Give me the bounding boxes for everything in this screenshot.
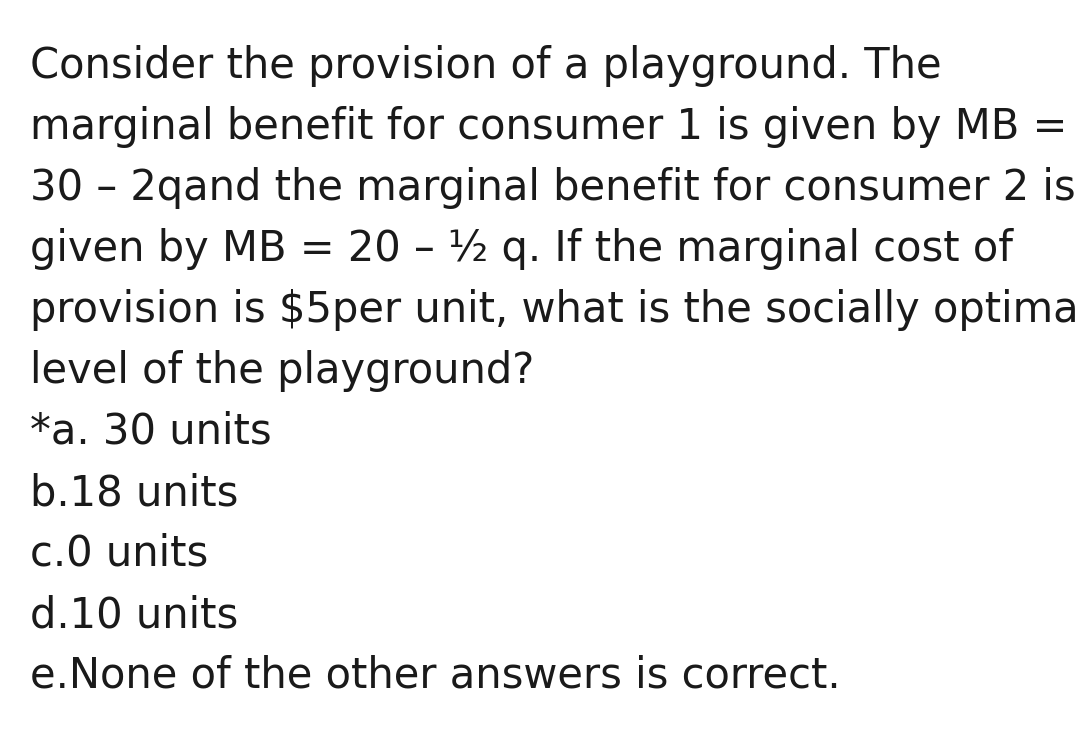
Text: *a. 30 units: *a. 30 units [30, 411, 272, 453]
Text: 30 – 2qand the marginal benefit for consumer 2 is: 30 – 2qand the marginal benefit for cons… [30, 167, 1076, 209]
Text: e.None of the other answers is correct.: e.None of the other answers is correct. [30, 655, 840, 697]
Text: b.18 units: b.18 units [30, 472, 239, 514]
Text: given by MB = 20 – ½ q. If the marginal cost of: given by MB = 20 – ½ q. If the marginal … [30, 228, 1013, 270]
Text: marginal benefit for consumer 1 is given by MB =: marginal benefit for consumer 1 is given… [30, 106, 1067, 148]
Text: d.10 units: d.10 units [30, 594, 239, 636]
Text: c.0 units: c.0 units [30, 533, 208, 575]
Text: level of the playground?: level of the playground? [30, 350, 535, 392]
Text: Consider the provision of a playground. The: Consider the provision of a playground. … [30, 45, 942, 87]
Text: provision is $5per unit, what is the socially optimal: provision is $5per unit, what is the soc… [30, 289, 1080, 331]
